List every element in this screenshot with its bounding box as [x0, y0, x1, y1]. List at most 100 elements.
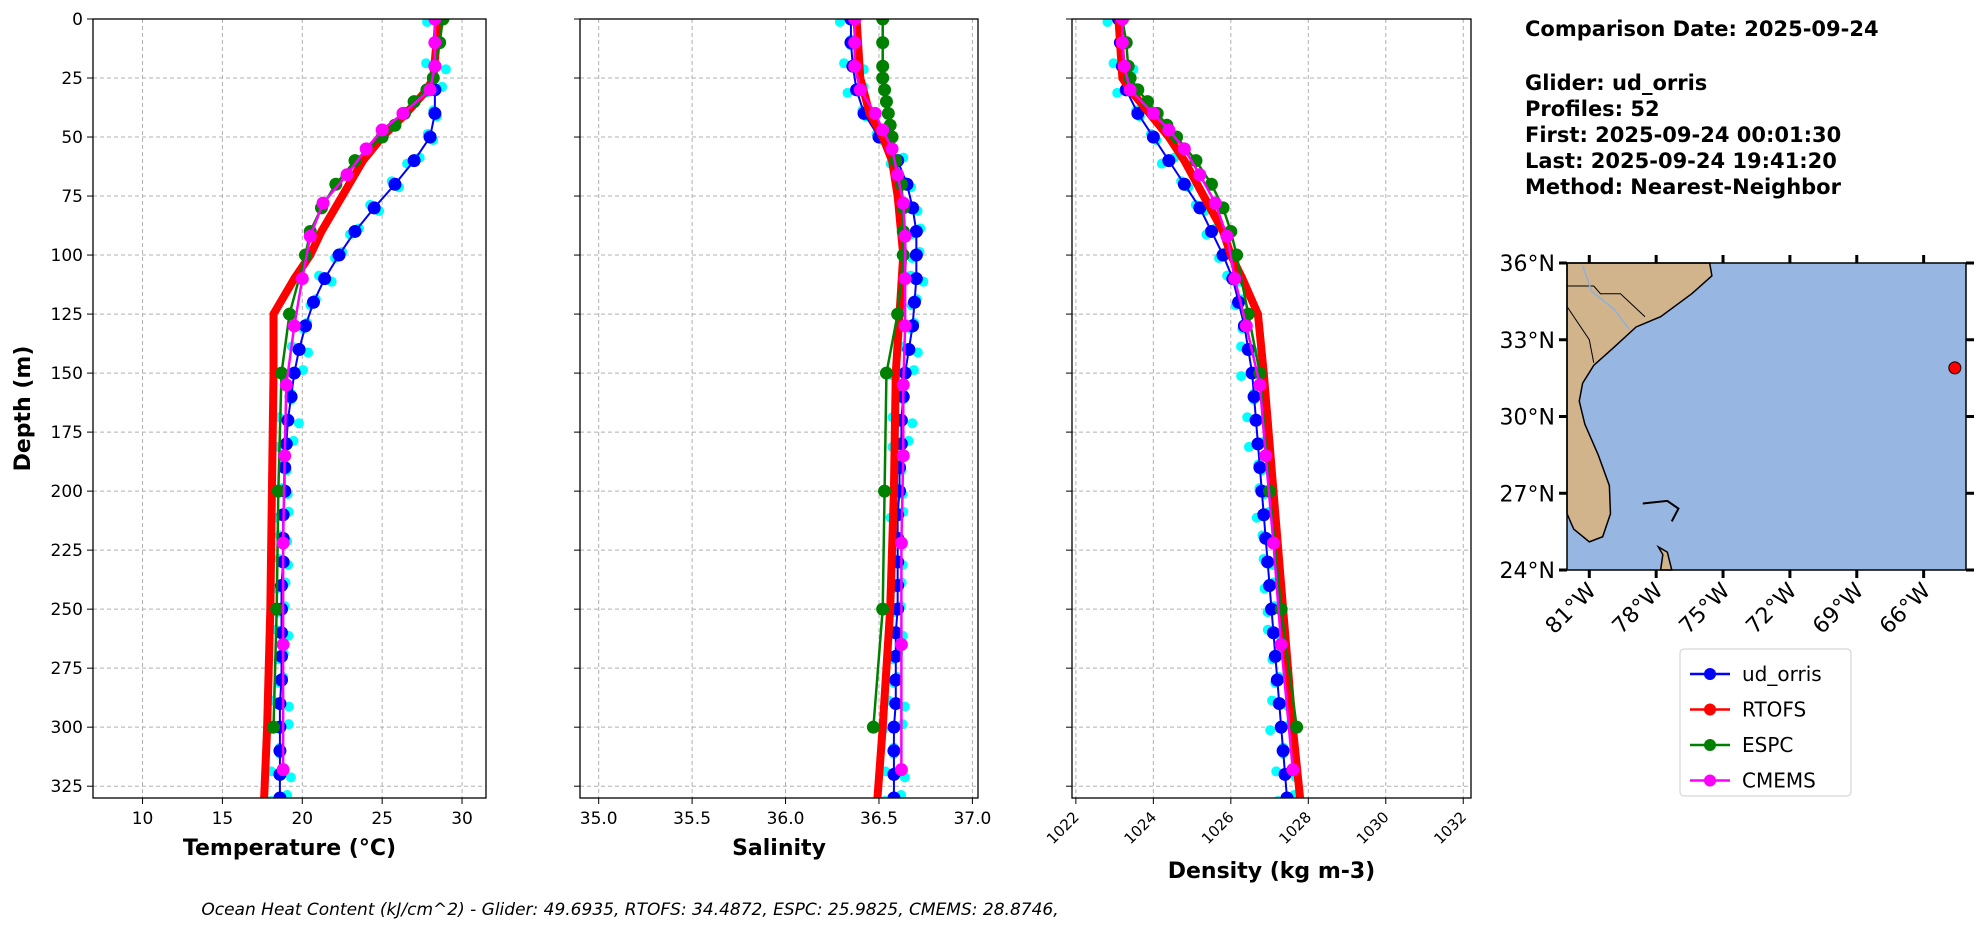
point-espc [1290, 720, 1304, 734]
xtick-label: 15 [212, 809, 234, 829]
point-cmems [276, 638, 290, 652]
point-espc [896, 248, 910, 262]
point-cmems [276, 536, 290, 550]
point-cmems [894, 763, 908, 777]
info-block: Comparison Date: 2025-09-24 Glider: ud_o… [1525, 17, 1879, 199]
point-ud_orris [298, 319, 312, 333]
x-axis-label: Temperature (°C) [183, 836, 396, 861]
point-cmems [1177, 142, 1191, 156]
point-cmems [279, 378, 293, 392]
point-cmems [1239, 319, 1253, 333]
point-cmems [898, 272, 912, 286]
point-ud_orris [1249, 413, 1263, 427]
point-ud_orris [1193, 201, 1207, 215]
point-ud_orris [889, 649, 903, 663]
point-ud_orris [909, 224, 923, 238]
coast-bahamas [1642, 499, 1680, 522]
point-espc [891, 307, 905, 321]
glider-raw-point [912, 347, 923, 358]
point-ud_orris [1276, 744, 1290, 758]
point-rtofs [1297, 799, 1305, 807]
ytick-label: 225 [51, 541, 83, 561]
legend-label-espc: ESPC [1742, 733, 1793, 757]
ytick-label: 175 [51, 423, 83, 443]
point-ud_orris [279, 437, 293, 451]
point-cmems [396, 106, 410, 120]
legend-marker-rtofs [1704, 703, 1716, 716]
legend-label-rtofs: RTOFS [1742, 698, 1806, 722]
point-espc [876, 602, 890, 616]
point-cmems [295, 272, 309, 286]
legend-label-ud_orris: ud_orris [1742, 662, 1822, 686]
ytick-label: 300 [51, 718, 83, 738]
xtick-label: 10 [132, 809, 154, 829]
point-cmems [375, 123, 389, 137]
river [1581, 265, 1631, 330]
point-cmems [1274, 638, 1288, 652]
point-espc [876, 71, 890, 85]
point-rtofs [269, 310, 278, 319]
lat-label: 36°N [1500, 252, 1555, 277]
line-rtofs [1114, 19, 1305, 798]
point-cmems [885, 142, 899, 156]
xtick-label: 36.5 [860, 809, 898, 829]
xtick-label: 30 [451, 809, 473, 829]
point-ud_orris [1280, 791, 1294, 798]
point-cmems [359, 142, 373, 156]
point-espc [876, 59, 890, 73]
point-cmems [894, 536, 908, 550]
glider-raw-point [283, 701, 294, 712]
ohc-footer: Ocean Heat Content (kJ/cm^2) - Glider: 4… [201, 900, 1058, 920]
point-cmems [1220, 229, 1234, 243]
point-rtofs [338, 192, 347, 201]
point-ud_orris [887, 744, 901, 758]
point-espc [270, 602, 284, 616]
xtick-label: 1032 [1430, 808, 1470, 848]
point-ud_orris [1266, 626, 1280, 640]
point-ud_orris [275, 626, 289, 640]
point-ud_orris [428, 106, 442, 120]
lat-label: 27°N [1500, 482, 1555, 507]
line-cmems [281, 19, 437, 770]
ytick-label: 150 [51, 364, 83, 384]
xtick-label: 1026 [1198, 808, 1238, 848]
ytick-label: 200 [51, 482, 83, 502]
state-border [1566, 306, 1595, 363]
point-espc [271, 484, 285, 498]
point-ud_orris [1131, 106, 1145, 120]
glider-raw-point [285, 772, 296, 783]
glider-raw-point [907, 418, 918, 429]
point-cmems [896, 378, 910, 392]
glider-raw-point [1243, 441, 1254, 452]
legend: ud_orris RTOFS ESPC CMEMS [1679, 648, 1852, 797]
xtick-label: 1030 [1353, 808, 1393, 848]
glider-raw-point [1102, 19, 1113, 27]
point-cmems [1115, 19, 1129, 26]
point-cmems [303, 229, 317, 243]
panel-temperature: 0 25 50 75 100 125 150 175 200 225 250 275 300 325 Dep… [11, 10, 487, 861]
legend-label-cmems: CMEMS [1742, 769, 1816, 793]
axes-frame [579, 18, 979, 799]
legend-marker-ud_orris [1704, 668, 1716, 680]
point-ud_orris [1251, 437, 1265, 451]
xtick-label: 1028 [1275, 808, 1315, 848]
point-cmems [1259, 449, 1273, 463]
point-cmems [316, 196, 330, 210]
point-ud_orris [281, 413, 295, 427]
point-cmems [896, 196, 910, 210]
point-ud_orris [1177, 177, 1191, 191]
point-cmems [423, 83, 437, 97]
point-cmems [898, 319, 912, 333]
point-ud_orris [1253, 461, 1267, 475]
point-rtofs [891, 369, 900, 378]
glider-raw-point [834, 19, 845, 27]
point-cmems [1253, 378, 1267, 392]
ytick-label: 325 [51, 777, 83, 797]
point-ud_orris [284, 390, 298, 404]
glider-raw-point [1112, 87, 1123, 98]
point-cmems [1123, 83, 1137, 97]
point-espc [275, 366, 289, 380]
xtick-label: 36.0 [767, 809, 805, 829]
point-ud_orris [388, 177, 402, 191]
